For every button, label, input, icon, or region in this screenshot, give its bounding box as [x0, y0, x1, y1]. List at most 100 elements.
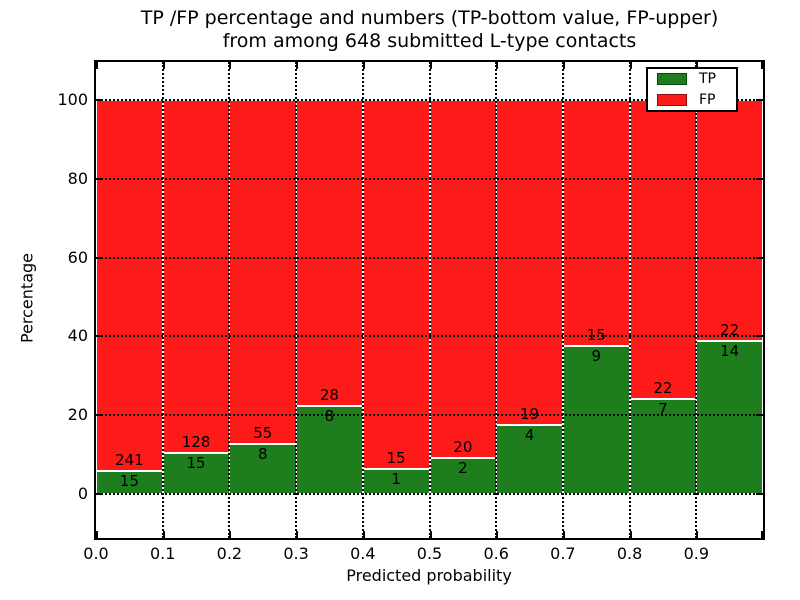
- bar-tp-count-label: 15: [119, 471, 139, 490]
- y-tick-right: [756, 99, 763, 101]
- x-tick-label: 0.0: [83, 544, 109, 563]
- x-tick-bottom: [429, 531, 432, 538]
- legend: TP FP: [646, 67, 738, 112]
- x-tick-bottom: [96, 531, 98, 538]
- x-tick-bottom: [562, 531, 565, 538]
- y-tick-label: 20: [67, 405, 88, 425]
- y-tick-left: [96, 335, 103, 338]
- x-tick-bottom: [296, 531, 299, 538]
- bar-fp-count-label: 19: [520, 405, 540, 424]
- y-tick-label: 40: [67, 326, 88, 346]
- y-tick-label: 0: [77, 484, 88, 503]
- bar-tp-count-label: 7: [658, 399, 668, 418]
- x-tick-label: 0.5: [416, 544, 443, 563]
- bar-segment-fp: [629, 100, 697, 399]
- x-tick-top: [362, 62, 365, 69]
- gridline-vertical: [295, 62, 298, 538]
- x-tick-label: 0.4: [350, 544, 376, 563]
- x-tick-top: [296, 62, 299, 69]
- bar-segment-tp: [696, 340, 764, 494]
- x-axis-label: Predicted probability: [346, 566, 512, 585]
- bar-fp-count-label: 22: [720, 320, 740, 339]
- bar-segment-fp: [162, 100, 230, 453]
- gridline-vertical: [695, 62, 698, 538]
- x-tick-top: [562, 62, 565, 69]
- bar-tp-count-label: 2: [458, 459, 468, 478]
- fp-swatch-icon: [657, 94, 687, 106]
- gridline-vertical: [561, 62, 564, 538]
- bar-tp-count-label: 14: [720, 341, 740, 360]
- y-tick-label: 60: [67, 247, 88, 267]
- legend-item-fp: FP: [657, 92, 727, 108]
- x-tick-top: [696, 62, 699, 69]
- x-tick-label: 0.9: [683, 544, 710, 563]
- gridline-vertical: [495, 62, 498, 538]
- bar-segment-fp: [696, 100, 764, 341]
- y-tick-right: [756, 414, 763, 417]
- bar-fp-count-label: 55: [253, 423, 273, 442]
- chart-title-line1: TP /FP percentage and numbers (TP-bottom…: [140, 7, 719, 29]
- x-tick-bottom: [362, 531, 365, 538]
- x-tick-top: [96, 62, 98, 69]
- chart-title: TP /FP percentage and numbers (TP-bottom…: [96, 7, 763, 53]
- x-tick-label: 0.2: [216, 544, 243, 563]
- bar-fp-count-label: 22: [653, 378, 673, 397]
- bar-fp-count-label: 128: [181, 432, 211, 451]
- y-tick-left: [96, 414, 103, 417]
- y-tick-left: [96, 99, 103, 101]
- legend-label-tp: TP: [699, 71, 716, 87]
- bar-fp-count-label: 15: [586, 326, 606, 345]
- x-tick-bottom: [496, 531, 499, 538]
- bar-segment-fp: [296, 100, 364, 407]
- gridline-vertical: [361, 62, 364, 538]
- bar-segment-tp: [229, 443, 297, 494]
- bar-segment-tp: [496, 425, 564, 494]
- x-tick-bottom: [629, 531, 632, 538]
- tp-swatch-icon: [657, 73, 687, 85]
- bar-tp-count-label: 1: [391, 470, 401, 489]
- bar-segment-tp: [562, 346, 631, 494]
- gridline-vertical: [428, 62, 431, 538]
- x-tick-top: [629, 62, 632, 69]
- x-tick-top: [496, 62, 499, 69]
- x-tick-top: [162, 62, 165, 69]
- gridline-vertical: [161, 62, 164, 538]
- x-tick-label: 0.1: [149, 544, 176, 563]
- y-tick-right: [756, 335, 763, 338]
- x-tick-bottom: [229, 531, 232, 538]
- x-tick-label: 0.3: [283, 544, 309, 563]
- y-tick-left: [96, 177, 103, 180]
- legend-item-tp: TP: [657, 71, 727, 87]
- y-tick-right: [756, 256, 763, 259]
- y-tick-right: [756, 177, 763, 180]
- x-tick-top: [429, 62, 432, 69]
- x-tick-bottom: [761, 531, 763, 538]
- legend-label-fp: FP: [699, 92, 716, 108]
- y-tick-label: 80: [67, 168, 88, 188]
- y-tick-right: [756, 493, 763, 495]
- x-tick-top: [229, 62, 232, 69]
- bar-fp-count-label: 28: [319, 386, 339, 405]
- bar-segment-fp: [496, 100, 564, 426]
- bar-segment-fp: [229, 100, 297, 444]
- bar-tp-count-label: 8: [257, 444, 268, 463]
- bar-tp-count-label: 9: [591, 347, 602, 366]
- bar-fp-count-label: 15: [386, 449, 406, 468]
- gridline-vertical: [628, 62, 631, 538]
- chart-title-line2: from among 648 submitted L-type contacts: [222, 30, 637, 52]
- x-tick-label: 0.8: [616, 544, 643, 563]
- y-tick-left: [96, 256, 103, 259]
- x-tick-top: [761, 62, 763, 69]
- x-tick-label: 0.7: [550, 544, 576, 563]
- x-tick-bottom: [162, 531, 165, 538]
- plot-area: 241 15 128 15 55 8 28 8 15 1 20 2 19 4 15 9 22 7 22 14: [94, 60, 765, 540]
- bar-fp-count-label: 20: [453, 438, 473, 457]
- bar-tp-count-label: 4: [524, 426, 535, 445]
- bar-tp-count-label: 15: [186, 453, 206, 472]
- x-tick-bottom: [696, 531, 699, 538]
- bar-segment-fp: [429, 100, 497, 459]
- y-tick-label: 100: [57, 90, 88, 109]
- x-tick-label: 0.6: [483, 544, 509, 563]
- y-tick-left: [96, 493, 103, 495]
